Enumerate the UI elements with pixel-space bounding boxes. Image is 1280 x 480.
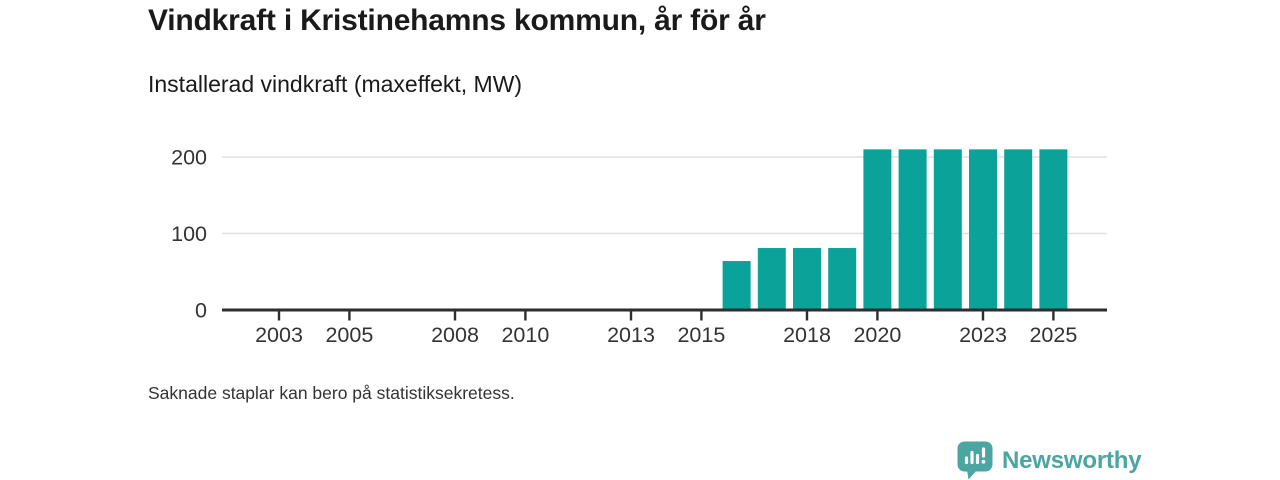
bar-chart-speech-bubble-icon [957,441,993,480]
x-tick-label-2003: 2003 [255,323,303,347]
newsworthy-logo: Newsworthy [957,441,1142,480]
y-tick-label-200: 200 [171,146,207,170]
x-tick-label-2015: 2015 [677,323,725,347]
chart-title: Vindkraft i Kristinehamns kommun, år för… [148,4,766,37]
x-tick-label-2020: 2020 [853,323,901,347]
x-tick-label-2008: 2008 [431,323,479,347]
x-tick-label-2023: 2023 [959,323,1007,347]
bar-2016 [722,261,751,310]
bar-2021 [898,149,927,310]
x-tick-label-2013: 2013 [607,323,655,347]
bar-2025 [1039,149,1068,310]
bar-2020 [863,149,892,310]
newsworthy-logo-text: Newsworthy [1002,446,1142,474]
bar-2023 [969,149,997,310]
bar-2022 [933,149,962,310]
y-tick-label-0: 0 [195,299,207,323]
x-tick-label-2005: 2005 [325,323,373,347]
x-tick-label-2018: 2018 [783,323,831,347]
y-tick-label-100: 100 [171,222,207,246]
x-tick-label-2010: 2010 [501,323,549,347]
x-tick-label-2025: 2025 [1029,323,1077,347]
bar-2017 [757,248,786,310]
bar-2019 [828,248,857,310]
bar-2024 [1004,149,1033,310]
bar-2018 [793,248,821,310]
chart-subtitle: Installerad vindkraft (maxeffekt, MW) [148,71,523,97]
chart-footnote: Saknade staplar kan bero på statistiksek… [148,383,515,403]
